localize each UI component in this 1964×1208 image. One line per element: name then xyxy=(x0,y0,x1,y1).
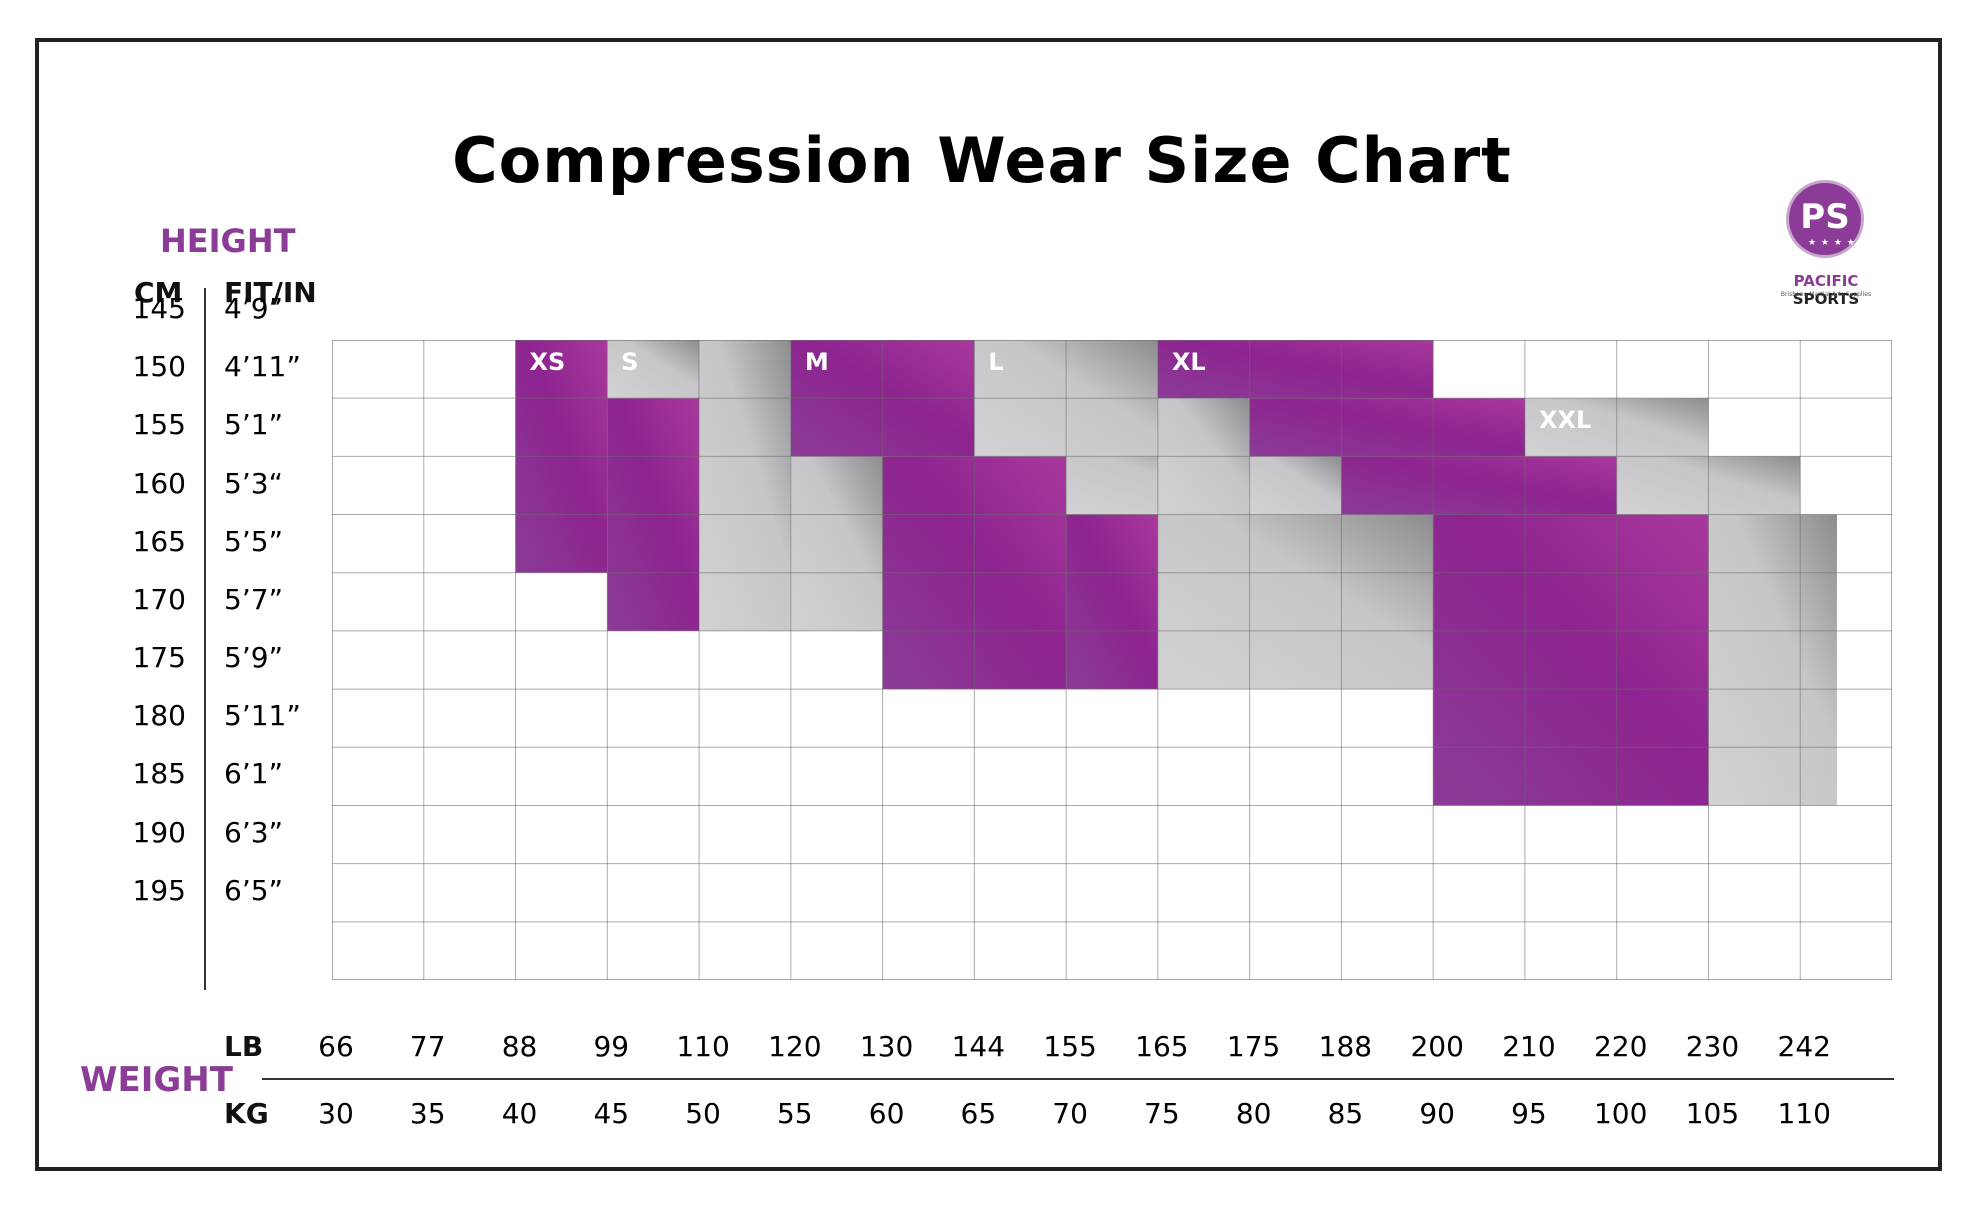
size-label-xxl: XXL xyxy=(1539,406,1591,434)
grid-lines xyxy=(332,340,1892,980)
weight-lb-tick: 175 xyxy=(1226,1030,1281,1063)
weight-axis-label: WEIGHT xyxy=(80,1060,233,1100)
height-cm-tick: 185 xyxy=(132,757,186,791)
kg-row-header: KG xyxy=(224,1097,269,1130)
size-label-s: S xyxy=(621,348,638,376)
height-cm-tick: 175 xyxy=(132,641,186,675)
weight-lb-tick: 165 xyxy=(1135,1030,1189,1063)
weight-kg-tick: 35 xyxy=(409,1097,446,1130)
size-region-s xyxy=(607,340,700,399)
weight-lb-tick: 200 xyxy=(1410,1030,1464,1063)
weight-lb-tick: 110 xyxy=(676,1030,730,1063)
height-cm-tick: 160 xyxy=(132,466,186,500)
weight-kg-tick: 90 xyxy=(1419,1097,1455,1130)
height-ft-tick: 5’5” xyxy=(224,524,284,558)
weight-kg-tick: 40 xyxy=(501,1097,538,1130)
weight-lb-tick: 155 xyxy=(1043,1030,1097,1063)
height-cm-tick: 155 xyxy=(132,408,186,442)
height-cm-tick: 145 xyxy=(132,292,186,325)
cm-column-header: CM xyxy=(134,276,183,309)
height-cm-tick: 150 xyxy=(132,350,186,384)
weight-kg-tick: 85 xyxy=(1327,1097,1364,1130)
height-divider xyxy=(204,288,206,990)
weight-lb-tick: 144 xyxy=(951,1030,1006,1063)
height-ft-tick: 5’1” xyxy=(224,408,284,442)
weight-kg-tick: 55 xyxy=(776,1097,813,1130)
size-region-xl xyxy=(1433,514,1709,806)
weight-lb-tick: 66 xyxy=(318,1030,354,1063)
logo-name-part2: SPORTS xyxy=(1792,290,1860,308)
chart-frame xyxy=(35,38,1942,1171)
height-cm-tick: 165 xyxy=(132,524,186,558)
height-ft-tick: 6’3” xyxy=(224,815,284,849)
height-ft-tick: 6’1” xyxy=(224,757,284,791)
weight-kg-tick: 95 xyxy=(1511,1097,1547,1130)
size-grid: XS S M L XL XXL xyxy=(332,340,1892,980)
size-region-s xyxy=(699,340,791,631)
logo-tagline: Brisbane Martial Arts Supplies xyxy=(1780,291,1872,298)
height-ft-tick: 5’3“ xyxy=(224,466,284,500)
lb-row-header: LB xyxy=(224,1030,264,1063)
weight-lb-tick: 130 xyxy=(859,1030,914,1063)
weight-kg-tick: 100 xyxy=(1593,1097,1648,1130)
weight-lb-tick: 77 xyxy=(409,1030,446,1063)
weight-kg-tick: 65 xyxy=(960,1097,997,1130)
size-region-xxl xyxy=(1708,514,1837,806)
height-cm-tick: 180 xyxy=(132,699,186,733)
height-axis-label: HEIGHT xyxy=(160,222,296,260)
weight-lb-tick: 242 xyxy=(1777,1030,1831,1063)
size-region-xl xyxy=(1157,340,1434,399)
size-region-s xyxy=(790,456,883,631)
weight-kg-tick: 45 xyxy=(593,1097,630,1130)
logo-initials: PS xyxy=(1800,197,1850,237)
chart-title: Compression Wear Size Chart xyxy=(452,124,1512,197)
weight-kg-tick: 60 xyxy=(868,1097,905,1130)
size-region-xl xyxy=(1249,398,1525,457)
weight-kg-tick: 105 xyxy=(1685,1097,1740,1130)
weight-kg-tick: 75 xyxy=(1144,1097,1180,1130)
height-ft-tick: 5’11” xyxy=(224,699,301,733)
weight-kg-tick: 70 xyxy=(1052,1097,1088,1130)
size-label-xs: XS xyxy=(530,348,566,376)
height-ft-tick: 4’11” xyxy=(224,350,301,384)
weight-kg-tick: 30 xyxy=(318,1097,354,1130)
weight-lb-tick: 210 xyxy=(1502,1030,1556,1063)
logo-badge: PS xyxy=(1786,180,1864,258)
weight-lb-tick: 188 xyxy=(1318,1030,1373,1063)
height-ft-tick: 4’9” xyxy=(224,292,284,325)
size-region-m xyxy=(1066,514,1158,690)
size-label-xl: XL xyxy=(1172,348,1206,376)
weight-kg-tick: 50 xyxy=(685,1097,721,1130)
weight-lb-tick: 99 xyxy=(593,1030,630,1063)
weight-kg-tick: 110 xyxy=(1777,1097,1831,1130)
weight-lb-tick: 230 xyxy=(1685,1030,1740,1063)
height-cm-tick: 190 xyxy=(132,815,186,849)
weight-lb-tick: 120 xyxy=(768,1030,822,1063)
size-label-l: L xyxy=(988,348,1003,376)
size-label-m: M xyxy=(805,348,829,376)
size-region-l xyxy=(1249,456,1342,515)
height-cm-tick: 195 xyxy=(132,873,186,907)
weight-kg-tick: 80 xyxy=(1235,1097,1272,1130)
ft-column-header: FIT/IN xyxy=(224,276,317,309)
height-ft-tick: 5’9” xyxy=(224,641,284,675)
weight-divider xyxy=(262,1078,1894,1080)
weight-lb-tick: 88 xyxy=(501,1030,538,1063)
size-region-xl xyxy=(1341,456,1617,515)
size-labels: XS S M L XL XXL xyxy=(530,348,1592,434)
logo-stars-icon: ★ ★ ★ ★ xyxy=(1808,238,1856,248)
logo-name-part1: PACIFIC xyxy=(1793,272,1859,290)
height-ft-tick: 6’5” xyxy=(224,873,284,907)
height-ft-tick: 5’7” xyxy=(224,582,284,616)
logo-name: PACIFIC SPORTS xyxy=(1766,272,1886,308)
height-cm-tick: 170 xyxy=(132,582,186,616)
size-region-l xyxy=(1157,514,1434,690)
weight-lb-tick: 220 xyxy=(1593,1030,1648,1063)
